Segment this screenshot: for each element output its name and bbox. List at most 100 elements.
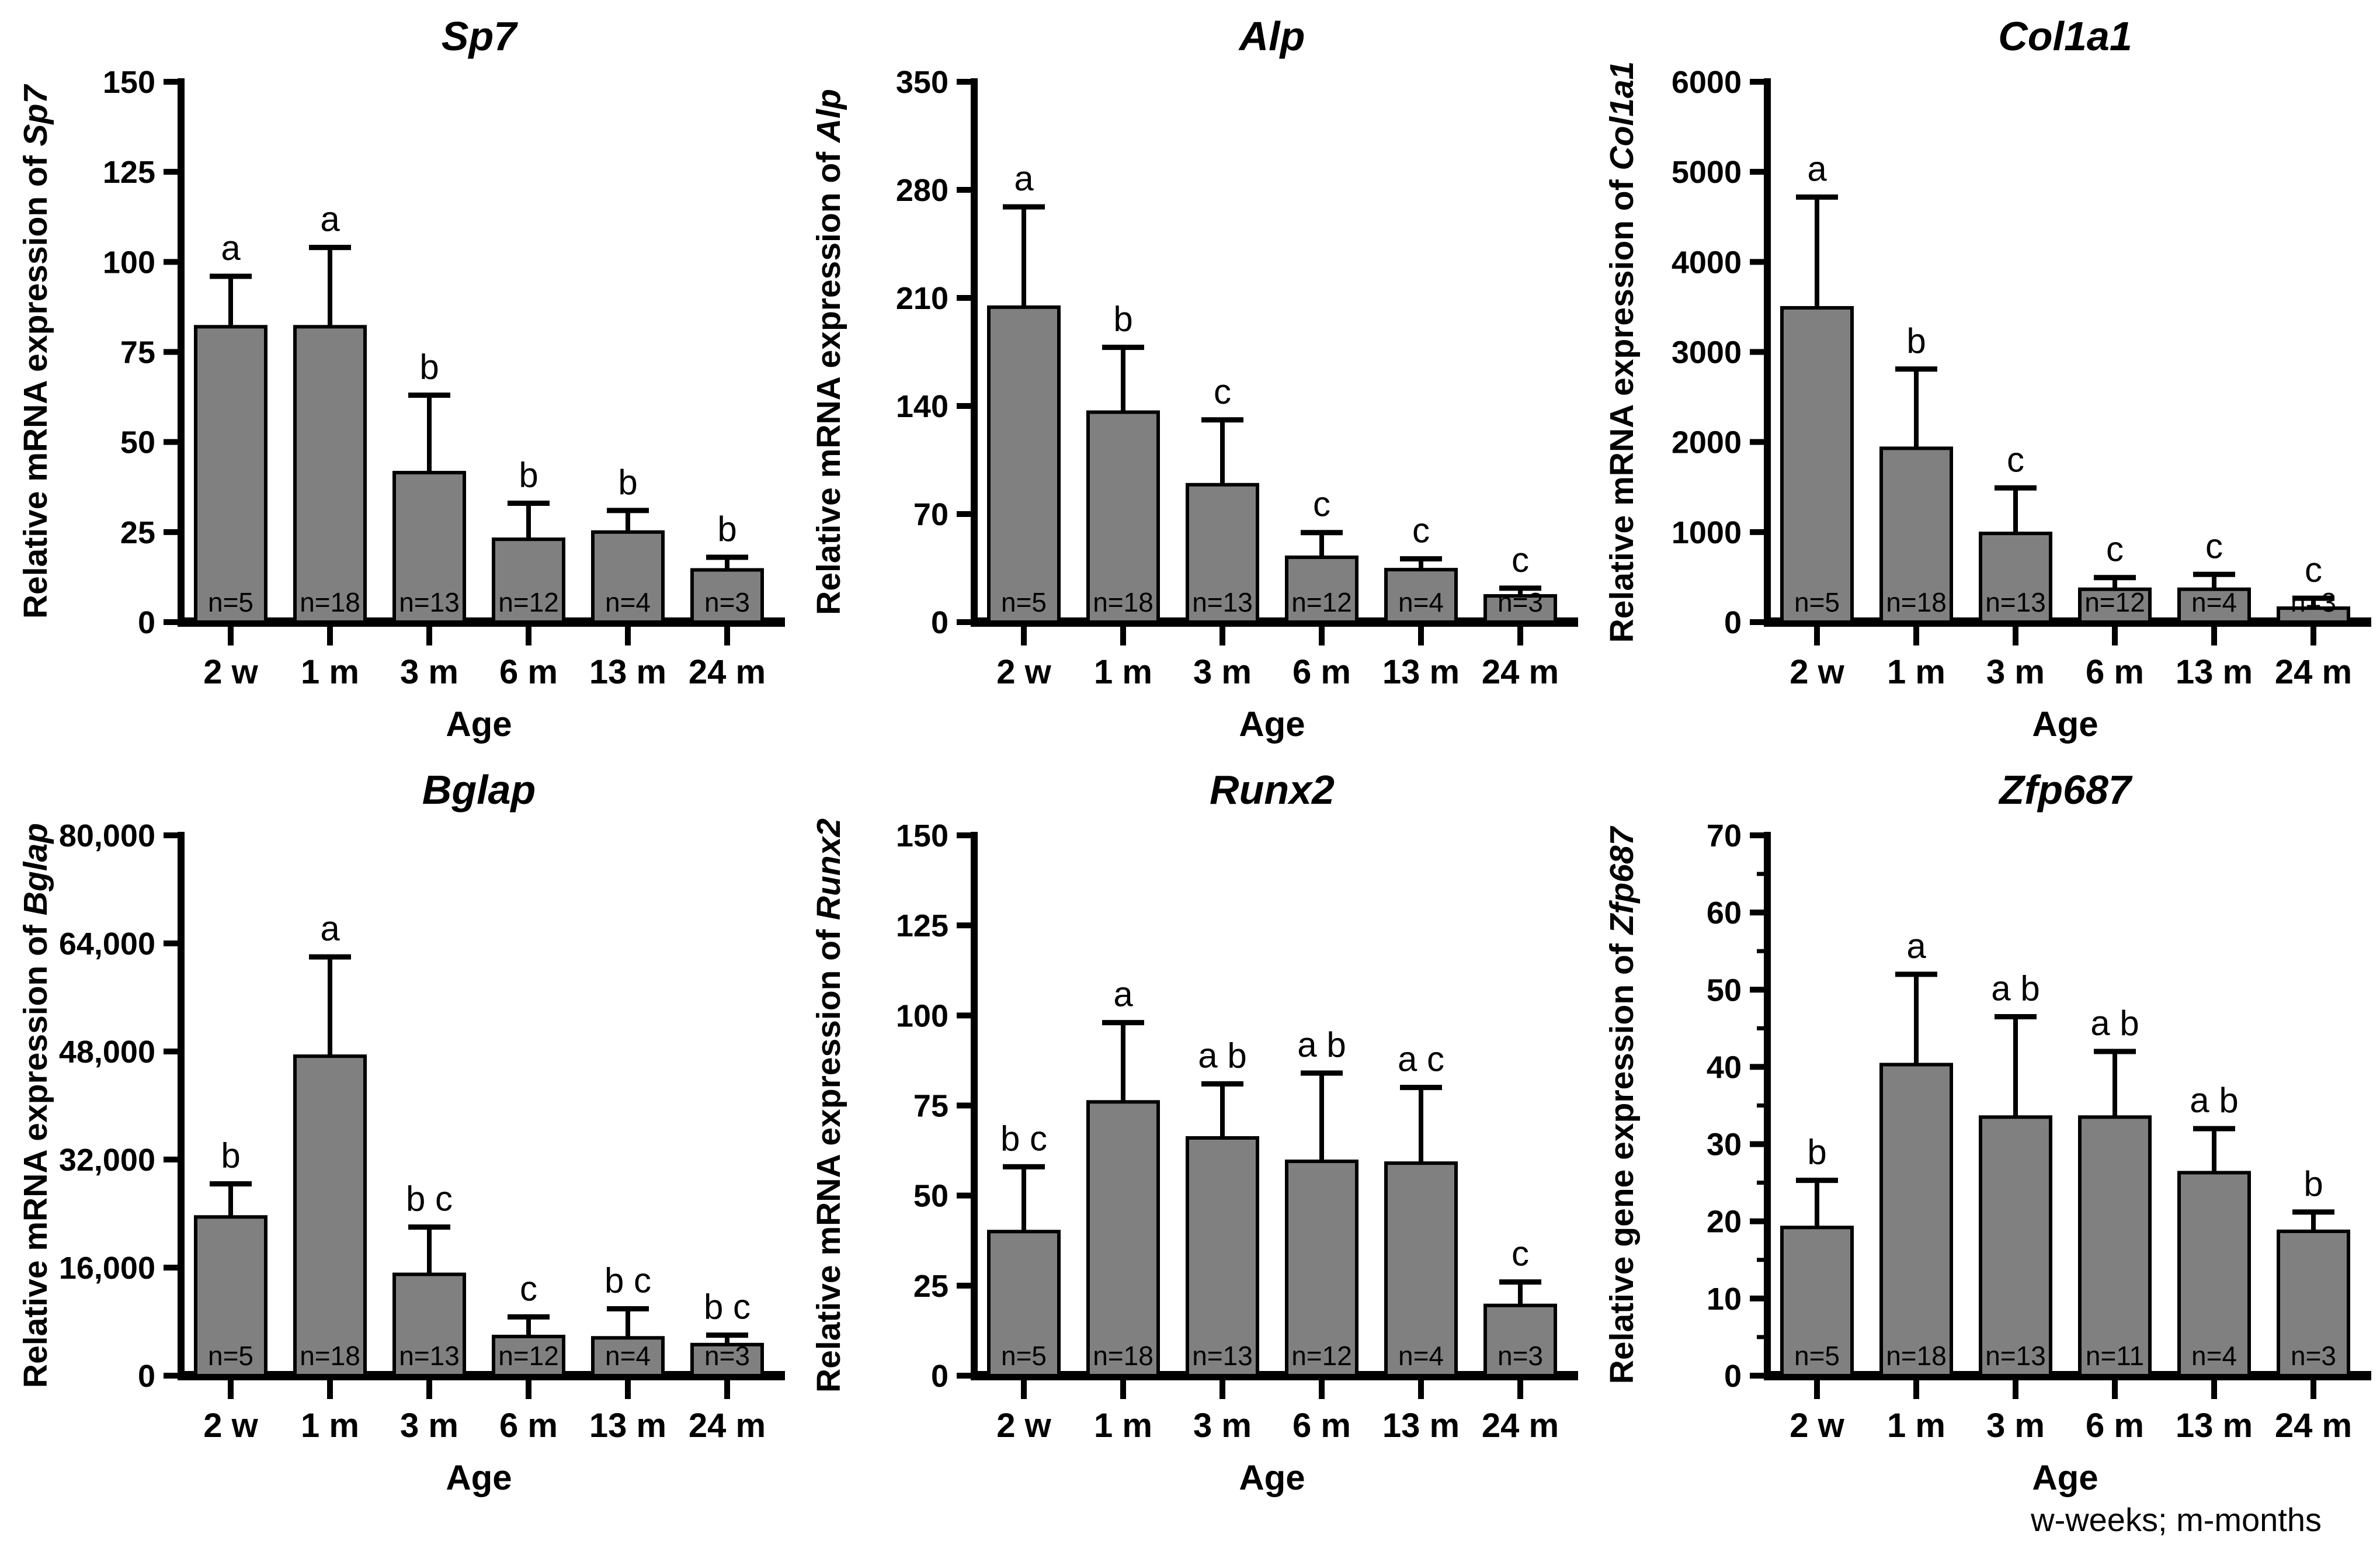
chart-sp7: Sp7 0 25 50 75 100 125 150 a n=5 2 w a n=18 1 m b n=13 3… (0, 0, 793, 754)
bar (194, 325, 267, 624)
sig-letter: a (1906, 926, 1926, 966)
y-tick-label: 60 (1707, 895, 1742, 931)
y-tick-label: 350 (896, 65, 948, 100)
x-tick-label: 13 m (2176, 1407, 2253, 1445)
legend-note: w-weeks; m-months (2031, 1501, 2322, 1538)
n-label: n=13 (1985, 1341, 2046, 1371)
chart-title: Sp7 (442, 13, 518, 59)
sig-letter: a b (1297, 1025, 1346, 1064)
x-tick-label: 1 m (1094, 1407, 1152, 1445)
sig-letter: c (1512, 540, 1529, 579)
sig-letter: b c (406, 1179, 453, 1219)
y-tick-label: 0 (138, 1359, 155, 1394)
y-axis-title: Relative gene expression of Zfp687 (1603, 825, 1641, 1384)
y-tick-label: 125 (896, 908, 948, 943)
chart-svg-sp7: Sp7 0 25 50 75 100 125 150 a n=5 2 w a n=18 1 m b n=13 3… (17, 13, 785, 744)
y-tick-label: 40 (1707, 1050, 1742, 1085)
n-label: n=3 (1498, 1341, 1543, 1371)
x-tick-label: 3 m (400, 1407, 458, 1445)
x-tick-label: 24 m (1482, 653, 1559, 691)
n-label: n=18 (1886, 587, 1947, 617)
n-label: n=3 (2291, 587, 2336, 617)
x-tick-label: 2 w (203, 1407, 258, 1445)
sig-letter: a (221, 228, 241, 268)
sig-letter: b (1807, 1133, 1826, 1172)
sig-letter: b (1906, 321, 1926, 360)
n-label: n=5 (1001, 587, 1047, 617)
x-tick-label: 1 m (1887, 1407, 1945, 1445)
x-tick-label: 3 m (1986, 1407, 2045, 1445)
n-label: n=4 (605, 587, 651, 617)
y-tick-label: 30 (1707, 1127, 1742, 1162)
n-label: n=4 (2191, 1341, 2237, 1371)
n-label: n=13 (399, 587, 460, 617)
x-tick-label: 13 m (2176, 653, 2253, 691)
chart-title: Bglap (422, 767, 536, 813)
sig-letter: b c (704, 1287, 751, 1327)
n-label: n=12 (498, 1341, 559, 1371)
bar (1086, 410, 1160, 624)
y-tick-label: 16,000 (59, 1251, 155, 1286)
y-tick-label: 2000 (1672, 425, 1742, 460)
n-label: n=4 (2191, 587, 2237, 617)
x-tick-label: 6 m (499, 1407, 558, 1445)
sig-letter: c (1412, 511, 1430, 550)
x-tick-label: 6 m (1293, 1407, 1351, 1445)
n-label: n=18 (300, 1341, 360, 1371)
sig-letter: a (320, 909, 340, 948)
n-label: n=13 (1192, 587, 1253, 617)
sig-letter: b (1113, 300, 1132, 339)
y-tick-label: 0 (138, 605, 155, 640)
bar (1285, 556, 1358, 624)
x-tick-label: 1 m (1887, 653, 1945, 691)
n-label: n=18 (1093, 1341, 1153, 1371)
y-tick-label: 50 (1707, 973, 1742, 1008)
chart-title: Alp (1238, 13, 1305, 59)
y-tick-label: 100 (896, 998, 948, 1033)
y-tick-label: 3000 (1672, 335, 1742, 370)
n-label: n=5 (208, 1341, 253, 1371)
n-label: n=4 (1398, 1341, 1444, 1371)
bar (1780, 306, 1854, 624)
n-label: n=18 (300, 587, 360, 617)
x-axis-title: Age (1239, 704, 1305, 744)
chart-title: Col1a1 (1998, 13, 2132, 59)
sig-letter: a (320, 200, 340, 239)
chart-title: Zfp687 (1998, 767, 2133, 813)
n-label: n=4 (1398, 587, 1444, 617)
chart-zfp687: Zfp687 0 10 20 30 40 50 60 70 b n=5 2 w a n=18 1 m a b n… (1586, 754, 2379, 1507)
x-axis-title: Age (2032, 704, 2098, 744)
sig-letter: b c (1000, 1119, 1047, 1158)
y-tick-label: 0 (1724, 1359, 1742, 1394)
x-tick-label: 2 w (1790, 1407, 1844, 1445)
sig-letter: c (2106, 530, 2124, 569)
bar (1086, 1100, 1160, 1377)
y-tick-label: 75 (913, 1089, 948, 1124)
sig-letter: a b (1198, 1036, 1246, 1075)
sig-letter: a (1807, 149, 1827, 188)
x-tick-label: 1 m (1094, 653, 1152, 691)
chart-svg-runx2: Runx2 0 25 50 75 100 125 150 b c n=5 2 w a n=18 1 m a … (810, 767, 1578, 1497)
y-tick-label: 0 (1724, 605, 1742, 640)
chart-alp: Alp 0 70 140 210 280 350 a n=5 2 w b n=18 1 m c n=13 3 … (793, 0, 1586, 754)
y-axis-title: Relative mRNA expression of Sp7 (17, 84, 54, 619)
y-tick-label: 70 (1707, 818, 1742, 853)
x-tick-label: 13 m (1382, 1407, 1460, 1445)
n-label: n=5 (1794, 587, 1840, 617)
bar (1879, 1063, 1953, 1377)
y-tick-label: 4000 (1672, 245, 1742, 280)
chart-svg-alp: Alp 0 70 140 210 280 350 a n=5 2 w b n=18 1 m c n=13 3 … (810, 13, 1578, 744)
y-tick-label: 210 (896, 281, 948, 316)
x-tick-label: 6 m (1293, 653, 1351, 691)
chart-col1a1: Col1a1 0 1000 2000 3000 4000 5000 6000 a n=5 2 w b n… (1586, 0, 2379, 754)
n-label: n=3 (704, 587, 750, 617)
bar (591, 1336, 665, 1377)
sig-letter: c (1313, 485, 1330, 524)
x-tick-label: 1 m (301, 1407, 359, 1445)
n-label: n=12 (1291, 1341, 1352, 1371)
y-tick-label: 20 (1707, 1205, 1742, 1240)
sig-letter: a b (2090, 1004, 2139, 1043)
x-tick-label: 24 m (689, 653, 766, 691)
y-tick-label: 280 (896, 173, 948, 208)
sig-letter: a (1113, 975, 1133, 1014)
